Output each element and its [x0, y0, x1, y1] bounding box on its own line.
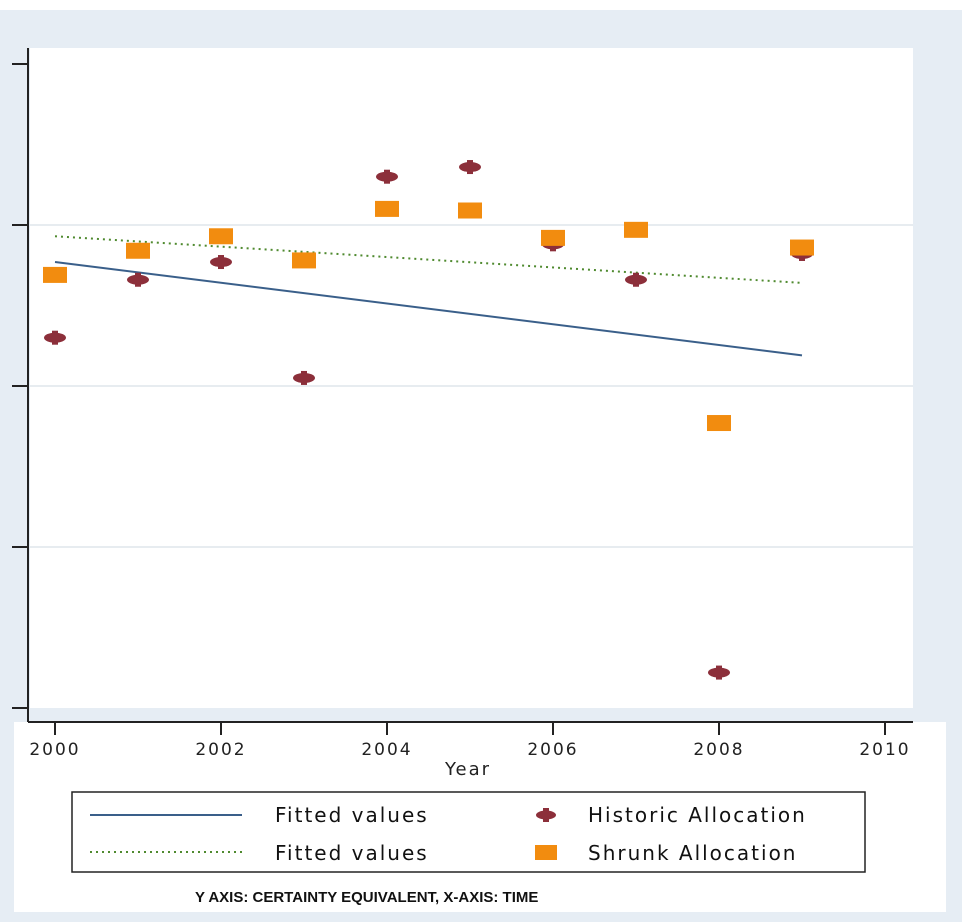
shrunk-point-2003 — [292, 252, 316, 269]
legend-label-fitted-dotted: Fitted values — [275, 841, 429, 865]
caption: Y AXIS: CERTAINTY EQUIVALENT, X-AXIS: TI… — [195, 889, 538, 906]
shrunk-point-2006 — [541, 229, 565, 246]
data-points — [43, 160, 814, 680]
historic-point-2002 — [210, 255, 232, 270]
historic-point-2001 — [127, 272, 149, 287]
shrunk-point-2008 — [707, 415, 731, 432]
legend-label-shrunk: Shrunk Allocation — [588, 841, 797, 865]
x-tick-label-1: 2002 — [195, 740, 246, 760]
x-tick-label-4: 2008 — [693, 740, 744, 760]
historic-point-2008 — [708, 665, 730, 680]
historic-point-2003 — [293, 370, 315, 385]
legend-box — [71, 791, 866, 873]
shrunk-point-2004 — [375, 200, 399, 217]
legend-plus-symbol — [536, 808, 556, 822]
fitted-line-solid — [54, 261, 803, 357]
x-tick-label-2: 2004 — [361, 740, 412, 760]
x-tick-label-0: 2000 — [29, 740, 80, 760]
shrunk-point-2007 — [624, 221, 648, 238]
x-tick-label-5: 2010 — [859, 740, 910, 760]
historic-point-2007 — [625, 272, 647, 287]
shrunk-point-2009 — [790, 239, 814, 256]
x-tick-label-3: 2006 — [527, 740, 578, 760]
legend-label-fitted-solid: Fitted values — [275, 803, 429, 827]
historic-point-2005 — [459, 160, 481, 175]
gridlines — [30, 224, 913, 548]
shrunk-point-2002 — [209, 228, 233, 245]
legend: Fitted values Historic Allocation Fitted… — [71, 791, 866, 873]
shrunk-point-2001 — [126, 242, 150, 259]
fitted-lines — [54, 235, 803, 357]
historic-point-2000 — [44, 330, 66, 345]
plot-area — [30, 48, 913, 708]
x-axis-title: Year — [444, 759, 491, 780]
shrunk-point-2005 — [458, 202, 482, 219]
y-ticks — [12, 63, 28, 709]
legend-square-symbol — [535, 845, 557, 860]
shrunk-point-2000 — [43, 266, 67, 283]
legend-label-historic: Historic Allocation — [588, 803, 807, 827]
historic-point-2004 — [376, 169, 398, 184]
x-ticks: 2000 2002 2004 2006 2008 2010 — [29, 722, 910, 760]
